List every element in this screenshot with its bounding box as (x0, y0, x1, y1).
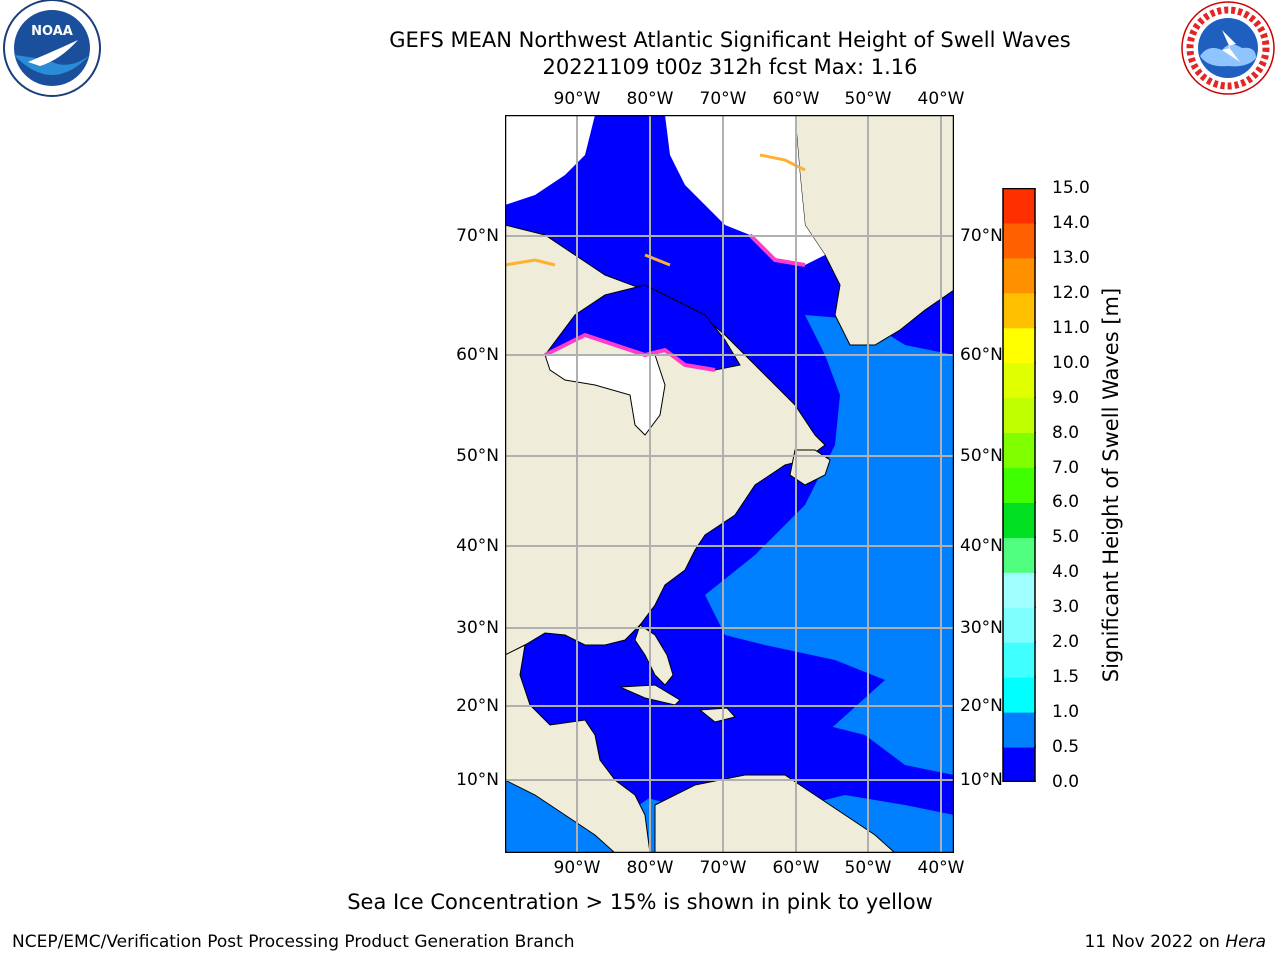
latitude-tick-label: 50°N (960, 446, 1003, 466)
colorbar-tick-label: 15.0 (1052, 178, 1090, 198)
colorbar-swatch (1003, 222, 1035, 259)
latitude-tick-label: 70°N (456, 226, 499, 246)
latitude-tick-label: 30°N (960, 618, 1003, 638)
map-panel (505, 115, 954, 853)
longitude-tick-label: 90°W (553, 89, 601, 109)
colorbar-tick-label: 13.0 (1052, 247, 1090, 268)
colorbar-swatch (1003, 432, 1035, 469)
credit-line: NCEP/EMC/Verification Post Processing Pr… (12, 932, 575, 952)
longitude-tick-label: 40°W (917, 89, 965, 109)
longitude-tick-label: 50°W (844, 89, 892, 109)
colorbar-tick-label: 9.0 (1052, 387, 1080, 408)
run-date: 11 Nov 2022 on Hera (1084, 932, 1266, 952)
graticule (505, 115, 954, 853)
nws-logo (1181, 1, 1275, 95)
latitude-tick-label: 40°N (456, 536, 499, 556)
longitude-tick-label: 80°W (626, 858, 674, 878)
colorbar-tick-label: 5.0 (1052, 527, 1080, 548)
chart-subtitle: 20221109 t00z 312h fcst Max: 1.16 (542, 55, 918, 79)
colorbar-tick-label: 2.0 (1052, 632, 1080, 653)
hispaniola-land (698, 707, 736, 723)
sea-ice-arctic (665, 115, 825, 265)
map-frame (505, 115, 954, 853)
colorbar-swatch (1003, 292, 1035, 329)
colorbar-swatch (1003, 467, 1035, 503)
longitude-tick-label: 40°W (917, 858, 965, 878)
colorbar-frame (1002, 188, 1036, 782)
latitude-tick-label: 10°N (456, 770, 499, 790)
colorbar-swatch (1003, 188, 1035, 224)
caribbean-sea (595, 705, 954, 815)
sea-ice-footnote: Sea Ice Concentration > 15% is shown in … (347, 890, 933, 914)
latitude-tick-label: 40°N (960, 536, 1003, 556)
colorbar-tick-label: 8.0 (1052, 422, 1080, 443)
run-host: Hera (1225, 932, 1266, 952)
latitude-tick-label: 70°N (960, 226, 1003, 246)
sea-ice-hudson (544, 354, 666, 436)
latitude-tick-label: 20°N (456, 696, 499, 716)
chart-title: GEFS MEAN Northwest Atlantic Significant… (389, 28, 1071, 52)
colorbar-swatch (1003, 257, 1035, 294)
latitude-tick-label: 20°N (960, 696, 1003, 716)
longitude-tick-label: 80°W (626, 89, 674, 109)
colorbar-tick-label: 4.0 (1052, 562, 1080, 583)
colorbar-swatch (1003, 327, 1035, 364)
longitude-tick-label: 70°W (699, 89, 747, 109)
longitude-tick-label: 50°W (844, 858, 892, 878)
newfoundland-land (789, 449, 831, 486)
colorbar-swatch (1003, 677, 1035, 713)
noaa-logo: NOAA (3, 0, 101, 97)
latitude-tick-label: 10°N (960, 770, 1003, 790)
colorbar-label: Significant Height of Swell Waves [m] (1099, 287, 1123, 683)
florida-land (634, 624, 674, 686)
colorbar-tick-label: 10.0 (1052, 352, 1090, 373)
colorbar-swatch (1003, 362, 1035, 399)
longitude-tick-label: 60°W (772, 89, 820, 109)
colorbar-swatch (1003, 537, 1035, 573)
colorbar-swatch (1003, 712, 1035, 748)
ocean-swell-band (505, 315, 954, 853)
latitude-tick-label: 60°N (456, 345, 499, 365)
colorbar-tick-label: 11.0 (1052, 317, 1090, 338)
colorbar-tick-label: 1.5 (1052, 667, 1080, 688)
colorbar-tick-label: 1.0 (1052, 702, 1080, 723)
colorbar-tick-label: 0.5 (1052, 737, 1080, 758)
latitude-tick-label: 60°N (960, 345, 1003, 365)
colorbar-tick-label: 12.0 (1052, 282, 1090, 303)
noaa-logo-text: NOAA (31, 24, 73, 39)
colorbar-swatch (1003, 747, 1035, 782)
run-date-text: 11 Nov 2022 on (1084, 932, 1226, 952)
colorbar-swatch (1003, 502, 1035, 538)
colorbar-tick-label: 0.0 (1052, 772, 1080, 792)
sea-ice-arctic-west (505, 115, 595, 205)
colorbar-tick-label: 6.0 (1052, 492, 1080, 513)
colorbar-swatch (1003, 642, 1035, 678)
colorbar (1002, 188, 1036, 782)
longitude-tick-label: 70°W (699, 858, 747, 878)
colorbar-tick-label: 14.0 (1052, 212, 1090, 233)
colorbar-swatch (1003, 397, 1035, 434)
colorbar-swatch (1003, 572, 1035, 608)
latitude-tick-label: 30°N (456, 618, 499, 638)
colorbar-tick-label: 7.0 (1052, 457, 1080, 478)
latitude-tick-label: 50°N (456, 446, 499, 466)
longitude-tick-label: 60°W (772, 858, 820, 878)
colorbar-tick-label: 3.0 (1052, 597, 1080, 618)
longitude-tick-label: 90°W (553, 858, 601, 878)
colorbar-swatch (1003, 607, 1035, 643)
